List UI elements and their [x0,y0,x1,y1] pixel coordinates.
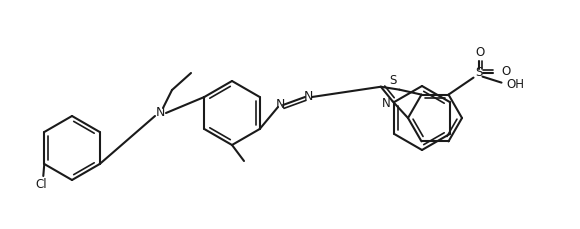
Text: O: O [502,65,511,78]
Text: OH: OH [506,78,524,91]
Text: S: S [390,74,397,87]
Text: Cl: Cl [35,178,47,191]
Text: O: O [475,46,484,59]
Text: N: N [276,98,285,112]
Text: N: N [303,90,313,104]
Text: N: N [382,97,391,110]
Text: N: N [155,106,165,120]
Text: S: S [475,66,482,79]
